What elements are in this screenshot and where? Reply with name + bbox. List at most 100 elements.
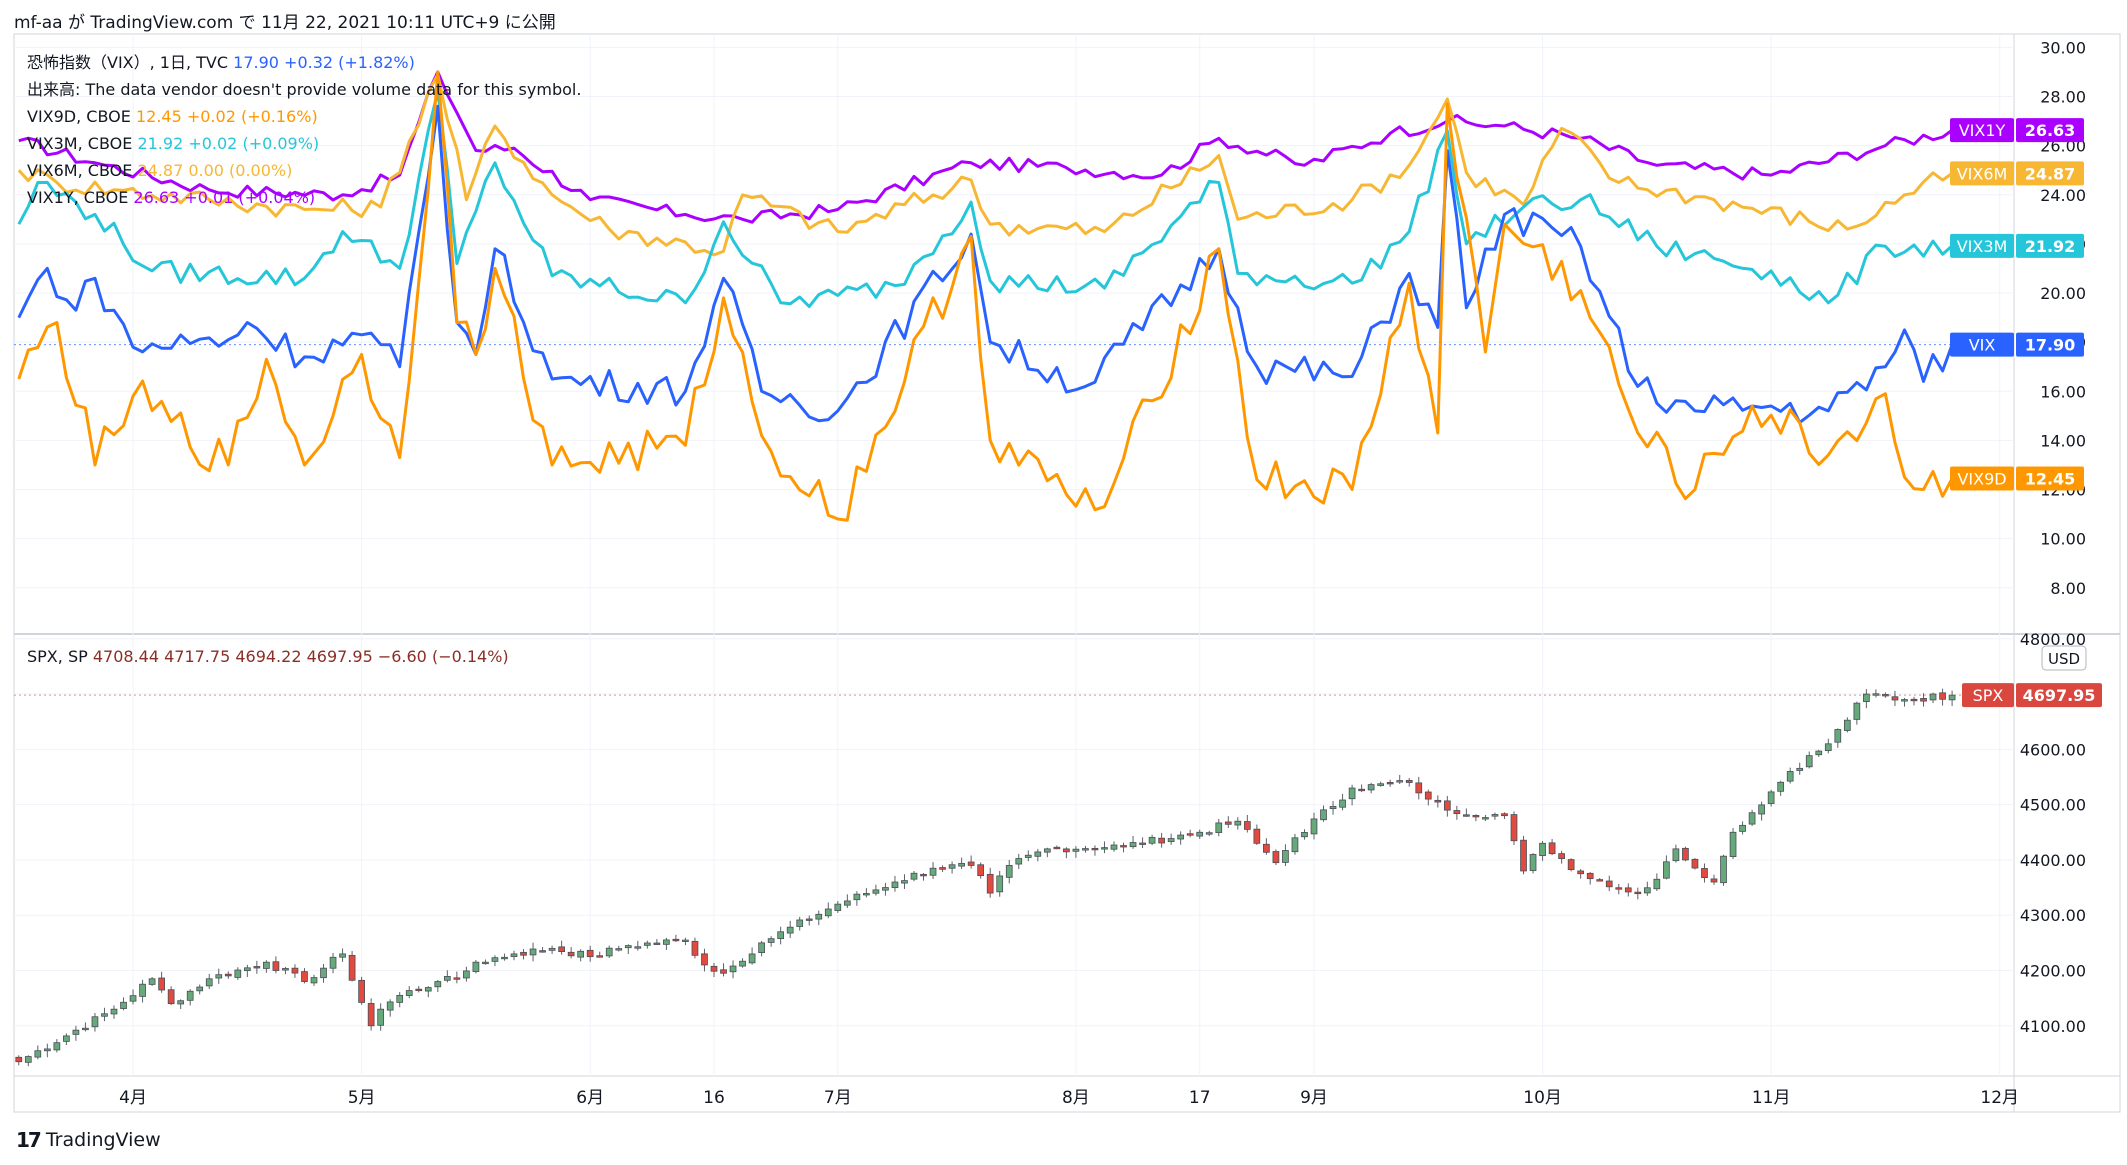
- candle[interactable]: [1396, 774, 1404, 784]
- legend-row-vix[interactable]: 恐怖指数（VIX）, 1日, TVC 17.90 +0.32 (+1.82%): [27, 53, 415, 72]
- candle[interactable]: [310, 974, 318, 986]
- candle[interactable]: [320, 963, 327, 983]
- candle[interactable]: [215, 968, 223, 984]
- candle[interactable]: [1186, 829, 1194, 838]
- candle[interactable]: [1586, 872, 1594, 885]
- candle[interactable]: [1605, 875, 1613, 892]
- candle[interactable]: [1463, 808, 1470, 817]
- price-tag-vix1y[interactable]: VIX1Y 26.63: [1950, 118, 2084, 143]
- candle[interactable]: [1729, 828, 1737, 859]
- candle[interactable]: [1301, 829, 1308, 840]
- candle[interactable]: [1234, 817, 1242, 830]
- currency-badge[interactable]: [2041, 645, 2087, 671]
- candle[interactable]: [1710, 874, 1718, 885]
- candle[interactable]: [1748, 809, 1756, 826]
- candle[interactable]: [1424, 789, 1432, 806]
- candle[interactable]: [1548, 839, 1556, 856]
- candle[interactable]: [634, 940, 642, 951]
- candle[interactable]: [1415, 776, 1423, 800]
- candle[interactable]: [15, 1055, 23, 1066]
- candle[interactable]: [1891, 690, 1899, 707]
- candle[interactable]: [567, 947, 575, 959]
- candle[interactable]: [1853, 701, 1861, 725]
- candle[interactable]: [624, 944, 632, 955]
- candle[interactable]: [1167, 833, 1175, 845]
- candle[interactable]: [920, 873, 927, 881]
- candle[interactable]: [1510, 811, 1518, 846]
- candle[interactable]: [1339, 793, 1346, 811]
- candle[interactable]: [386, 999, 394, 1017]
- candle[interactable]: [234, 967, 242, 980]
- candle[interactable]: [1358, 784, 1365, 792]
- candle[interactable]: [1291, 833, 1299, 855]
- series-line-vix[interactable]: [17, 104, 1954, 424]
- candle[interactable]: [805, 915, 813, 926]
- candle[interactable]: [24, 1055, 32, 1067]
- candle[interactable]: [1253, 824, 1261, 845]
- candle[interactable]: [653, 939, 661, 945]
- candle[interactable]: [663, 937, 670, 950]
- candle[interactable]: [901, 874, 908, 889]
- candle[interactable]: [1720, 854, 1727, 886]
- candle[interactable]: [1120, 842, 1127, 853]
- candle[interactable]: [301, 968, 308, 984]
- candle[interactable]: [1243, 814, 1251, 833]
- candle[interactable]: [1701, 863, 1708, 883]
- candle[interactable]: [1643, 881, 1651, 896]
- candle[interactable]: [967, 855, 975, 869]
- candle[interactable]: [158, 971, 165, 993]
- candle[interactable]: [1482, 814, 1489, 821]
- candle[interactable]: [1263, 838, 1270, 855]
- candle[interactable]: [1520, 835, 1527, 875]
- candle[interactable]: [977, 862, 985, 879]
- candle[interactable]: [1901, 698, 1908, 707]
- candle[interactable]: [1777, 780, 1785, 796]
- candle[interactable]: [891, 875, 899, 892]
- candle[interactable]: [996, 870, 1004, 897]
- candle[interactable]: [520, 949, 527, 960]
- candle[interactable]: [263, 960, 270, 973]
- candle[interactable]: [1148, 834, 1156, 846]
- legend-row-vix3m[interactable]: VIX3M, CBOE 21.92 +0.02 (+0.09%): [27, 134, 319, 153]
- candle[interactable]: [1577, 869, 1585, 879]
- candle[interactable]: [1863, 689, 1870, 709]
- candle[interactable]: [1101, 841, 1108, 854]
- candle[interactable]: [786, 920, 794, 939]
- candle[interactable]: [434, 979, 442, 993]
- candle[interactable]: [691, 937, 699, 959]
- candle[interactable]: [101, 1007, 108, 1022]
- candle[interactable]: [958, 857, 965, 869]
- candle[interactable]: [824, 902, 832, 919]
- candle[interactable]: [710, 962, 718, 977]
- legend-row-spx[interactable]: SPX, SP 4708.44 4717.75 4694.22 4697.95 …: [27, 647, 509, 666]
- candle[interactable]: [367, 998, 375, 1031]
- candle[interactable]: [1501, 812, 1508, 819]
- candle[interactable]: [796, 916, 804, 931]
- candle[interactable]: [1205, 830, 1213, 837]
- legend-row-volume[interactable]: 出来高: The data vendor doesn't provide vol…: [27, 80, 581, 99]
- candle[interactable]: [1015, 853, 1023, 869]
- candle[interactable]: [1624, 883, 1632, 897]
- candle[interactable]: [1377, 781, 1385, 787]
- candle[interactable]: [1272, 849, 1280, 866]
- candle[interactable]: [605, 945, 613, 958]
- candle[interactable]: [1348, 784, 1356, 806]
- candle[interactable]: [1091, 845, 1099, 856]
- candle[interactable]: [1034, 849, 1042, 862]
- candle[interactable]: [1682, 846, 1689, 862]
- candle[interactable]: [1177, 831, 1185, 845]
- candle[interactable]: [1320, 805, 1327, 822]
- series-line-vix3m[interactable]: [17, 90, 1954, 309]
- candle[interactable]: [186, 989, 194, 1006]
- series-line-vix1y[interactable]: [18, 70, 1953, 224]
- candle[interactable]: [748, 947, 756, 965]
- candle[interactable]: [939, 865, 946, 872]
- candle[interactable]: [1224, 816, 1232, 829]
- candle[interactable]: [1653, 873, 1661, 892]
- candle[interactable]: [415, 986, 423, 993]
- candle[interactable]: [910, 871, 918, 882]
- candle[interactable]: [272, 956, 280, 974]
- candle[interactable]: [1063, 847, 1070, 859]
- candle[interactable]: [853, 891, 861, 906]
- candle[interactable]: [205, 973, 213, 989]
